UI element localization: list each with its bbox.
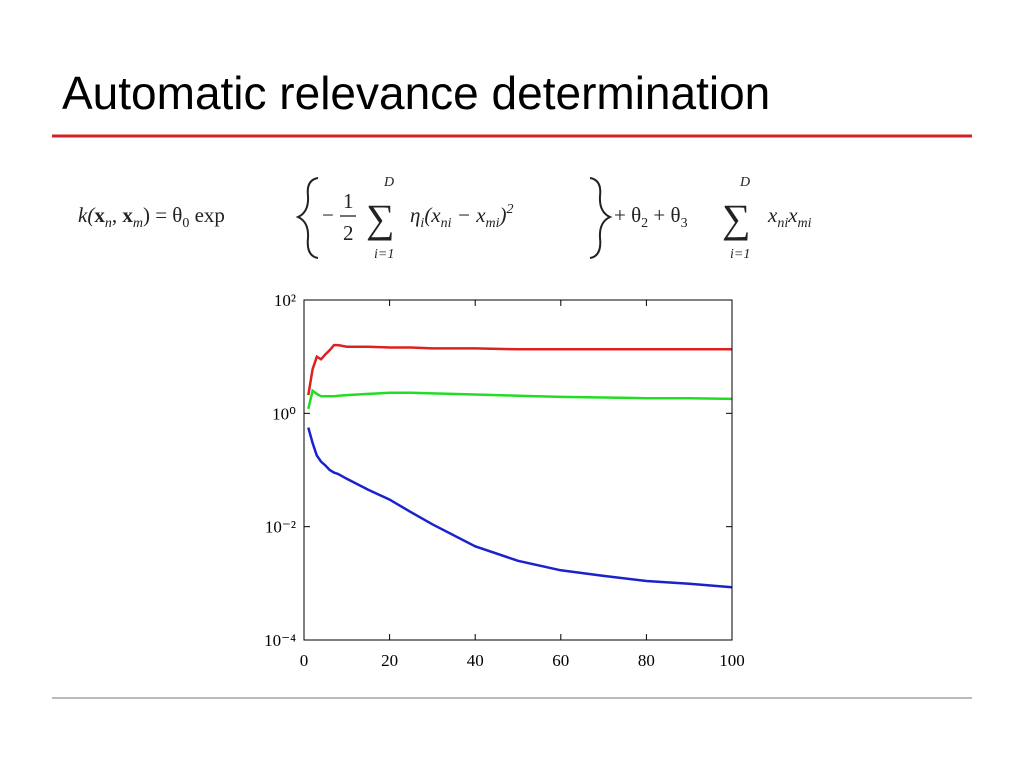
- x-tick-label: 0: [300, 651, 309, 670]
- formula-part: (x: [424, 203, 441, 227]
- formula-part: 0: [182, 216, 189, 231]
- formula-part: + θ: [614, 203, 641, 227]
- brace: [295, 177, 319, 259]
- formula-part: 1: [343, 189, 354, 213]
- formula-part: − x: [452, 203, 487, 227]
- formula-sum-body: ηi(xni − xmi)2: [410, 202, 514, 231]
- x-tick-label: 80: [638, 651, 655, 670]
- formula-part: 2: [641, 216, 648, 231]
- formula-part: n: [105, 216, 112, 231]
- formula-part: exp: [189, 203, 225, 227]
- formula-part: ni: [777, 216, 788, 231]
- brace: [589, 177, 613, 259]
- formula-part: 3: [681, 216, 688, 231]
- formula-theta: + θ2 + θ3: [614, 203, 688, 231]
- data-line: [307, 343, 732, 396]
- formula-lhs: k(xn, xm) = θ0 exp: [78, 203, 225, 231]
- formula-part: D: [739, 175, 750, 190]
- formula-tail: xnixmi: [767, 203, 812, 231]
- formula-part: mi: [798, 216, 812, 231]
- formula-part: x: [767, 203, 778, 227]
- formula-part: x: [94, 203, 105, 227]
- formula-part: x: [122, 203, 133, 227]
- formula-part: k(: [78, 203, 96, 227]
- x-tick-label: 100: [719, 651, 745, 670]
- y-tick-label: 10⁻⁴: [264, 631, 296, 650]
- y-tick-label: 10²: [274, 291, 296, 310]
- formula-part: x: [787, 203, 798, 227]
- formula-part: i=1: [374, 247, 394, 262]
- formula-part: ,: [112, 203, 123, 227]
- formula-part: ∑: [722, 196, 751, 241]
- data-line: [307, 388, 733, 410]
- formula-part: −: [322, 203, 334, 227]
- formula-part: ∑: [366, 196, 395, 241]
- formula: k(xn, xm) = θ0 exp − 1 2 D ∑ i=1 ηi(xni …: [78, 175, 812, 262]
- formula-part: ni: [441, 216, 452, 231]
- formula-part: i: [420, 216, 424, 231]
- formula-part: η: [410, 203, 420, 227]
- slide-title: Automatic relevance determination: [62, 67, 771, 119]
- formula-part: i=1: [730, 247, 750, 262]
- chart: 0 20 40 60 80 100 10⁻⁴ 10⁻² 10⁰ 10²: [264, 291, 745, 670]
- x-tick-label: 20: [381, 651, 398, 670]
- formula-part: D: [383, 175, 394, 190]
- formula-part: ): [499, 203, 507, 227]
- formula-part: m: [133, 216, 143, 231]
- formula-part: 2: [507, 202, 514, 217]
- x-tick-label: 40: [467, 651, 484, 670]
- x-tick-label: 60: [552, 651, 569, 670]
- y-tick-label: 10⁻²: [265, 518, 296, 537]
- plot-frame: [303, 299, 733, 641]
- formula-part: 2: [343, 221, 354, 245]
- formula-part: + θ: [648, 203, 680, 227]
- formula-part: mi: [486, 216, 500, 231]
- y-tick-label: 10⁰: [272, 404, 296, 423]
- formula-part: ) = θ: [143, 203, 182, 227]
- data-line: [307, 427, 733, 589]
